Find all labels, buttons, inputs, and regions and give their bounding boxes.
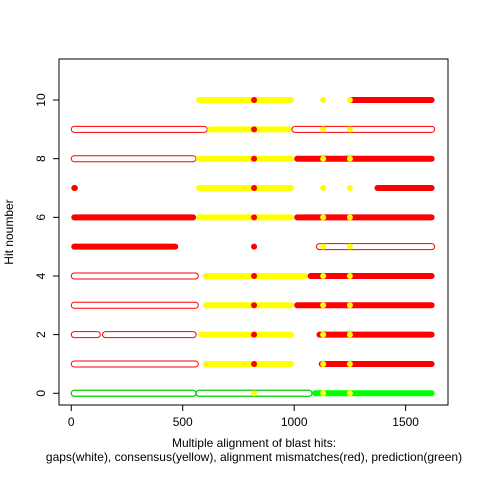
hit-4-marker-1	[320, 272, 327, 279]
hit-8-marker-1	[320, 155, 327, 162]
hit-3-segment-0	[70, 301, 199, 309]
hit-10-segment-3	[347, 97, 435, 104]
y-axis-label: Hit noumber	[2, 199, 16, 264]
hit-5-segment-1	[178, 243, 317, 250]
hit-2-marker-1	[320, 331, 327, 338]
hit-9-segment-2	[291, 125, 436, 133]
y-tick-label-6: 6	[34, 214, 48, 221]
hit-1-marker-0	[251, 360, 258, 367]
hit-6-marker-0	[251, 214, 258, 221]
hit-9-marker-1	[320, 126, 327, 133]
hit-5-marker-0	[251, 243, 258, 250]
hit-8-segment-2	[294, 155, 435, 162]
hit-7-segment-4	[374, 185, 435, 192]
hit-7-marker-2	[346, 185, 353, 192]
hit-2-segment-4	[316, 331, 435, 338]
hit-10-marker-0	[251, 97, 258, 104]
hit-5-segment-2	[315, 243, 436, 251]
hit-8-marker-2	[346, 155, 353, 162]
hit-0-marker-1	[320, 390, 327, 397]
x-tick-label-1000: 1000	[281, 415, 308, 429]
hit-10-marker-1	[320, 97, 327, 104]
hit-7-segment-1	[77, 185, 197, 192]
plot-frame	[58, 58, 449, 406]
hit-3-marker-2	[346, 302, 353, 309]
hit-2-segment-0	[70, 331, 101, 339]
hit-9-marker-2	[346, 126, 353, 133]
hit-10-segment-1	[196, 97, 295, 104]
hit-2-marker-2	[346, 331, 353, 338]
hit-0-segment-0	[70, 389, 197, 397]
x-tick-label-0: 0	[68, 415, 75, 429]
hit-2-segment-3	[294, 331, 317, 338]
y-tick-label-8: 8	[34, 155, 48, 162]
hit-2-segment-1	[101, 331, 197, 339]
hit-7-segment-2	[196, 185, 295, 192]
hit-markers	[251, 97, 353, 397]
y-tick-label-2: 2	[34, 331, 48, 338]
hit-6-segment-2	[294, 214, 435, 221]
hit-2-segment-2	[198, 331, 295, 338]
hit-0-marker-0	[251, 390, 258, 397]
hit-9-segment-0	[70, 125, 208, 133]
hit-1-marker-2	[346, 360, 353, 367]
hit-0-marker-2	[346, 390, 353, 397]
x-axis: 0 500 1000 1500	[68, 404, 419, 429]
y-tick-label-4: 4	[34, 272, 48, 279]
hit-4-segment-2	[307, 272, 435, 279]
hit-5-marker-1	[320, 243, 327, 250]
hit-1-segment-0	[70, 360, 199, 368]
hit-2-marker-0	[251, 331, 258, 338]
hit-4-segment-0	[70, 272, 199, 280]
y-tick-label-0: 0	[34, 390, 48, 397]
hit-7-segment-0	[71, 185, 78, 192]
hit-1-marker-1	[320, 360, 327, 367]
hit-9-segment-1	[207, 126, 292, 133]
hit-3-segment-1	[202, 302, 295, 309]
hit-4-marker-2	[346, 272, 353, 279]
hit-7-marker-1	[320, 185, 327, 192]
hit-6-marker-1	[320, 214, 327, 221]
y-tick-label-10: 10	[34, 93, 48, 107]
hit-0-segment-2	[312, 390, 435, 397]
hit-7-marker-0	[251, 185, 258, 192]
hit-3-marker-0	[251, 302, 258, 309]
hit-10-marker-2	[346, 97, 353, 104]
hit-4-marker-0	[251, 272, 258, 279]
hit-bars	[70, 97, 436, 397]
hit-1-segment-2	[294, 360, 319, 367]
hit-5-marker-2	[346, 243, 353, 250]
hit-6-segment-0	[71, 214, 197, 221]
hit-3-marker-1	[320, 302, 327, 309]
hit-8-marker-0	[251, 155, 258, 162]
hit-1-segment-3	[318, 360, 435, 367]
x-tick-label-1500: 1500	[392, 415, 419, 429]
hit-9-marker-0	[251, 126, 258, 133]
hit-10-segment-0	[71, 97, 197, 104]
hit-6-marker-2	[346, 214, 353, 221]
hit-3-segment-2	[294, 302, 435, 309]
hit-8-segment-1	[196, 155, 295, 162]
x-axis-label-line2: gaps(white), consensus(yellow), alignmen…	[46, 450, 462, 464]
x-axis-label: Multiple alignment of blast hits:	[172, 436, 336, 450]
hit-8-segment-0	[70, 155, 197, 163]
hit-1-segment-1	[202, 360, 295, 367]
y-axis: 0 2 4 6 8 10	[34, 93, 60, 397]
hit-6-segment-1	[196, 214, 295, 221]
hit-7-segment-3	[294, 185, 375, 192]
hit-5-segment-0	[71, 243, 179, 250]
x-tick-label-500: 500	[173, 415, 193, 429]
